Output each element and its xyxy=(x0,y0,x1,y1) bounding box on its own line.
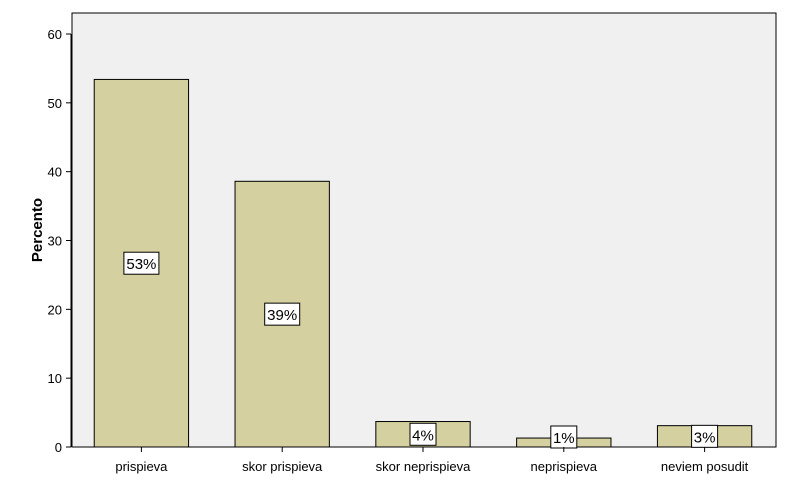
data-label-box xyxy=(123,251,160,275)
y-tick-label: 20 xyxy=(48,302,62,317)
y-tick-label: 50 xyxy=(48,96,62,111)
x-axis: prispieva skor prispieva skor neprispieva n… xyxy=(115,447,749,474)
y-tick-label: 30 xyxy=(48,234,62,249)
y-tick-label: 40 xyxy=(48,165,62,180)
x-tick-label: skor prispieva xyxy=(242,459,323,474)
data-label: 3% xyxy=(694,429,716,446)
data-label: 39% xyxy=(267,307,297,324)
data-label-box xyxy=(409,422,437,446)
y-axis-title: Percento xyxy=(29,198,46,262)
x-tick-label: neprispieva xyxy=(531,459,598,474)
y-tick-label: 60 xyxy=(48,27,62,42)
data-label: 53% xyxy=(126,256,156,273)
x-tick-label: skor neprispieva xyxy=(376,459,471,474)
bars-group: 53% 39% 4% 1% 3% xyxy=(93,78,753,449)
y-tick-label: 0 xyxy=(55,440,62,455)
data-label: 1% xyxy=(553,430,575,447)
x-tick-label: prispieva xyxy=(115,459,168,474)
y-axis: 0 10 20 30 40 50 60 xyxy=(48,27,72,455)
data-label: 4% xyxy=(412,427,434,444)
data-label-box xyxy=(264,302,301,326)
y-tick-label: 10 xyxy=(48,371,62,386)
x-tick-label: neviem posudit xyxy=(661,459,749,474)
plot-area xyxy=(71,12,777,448)
